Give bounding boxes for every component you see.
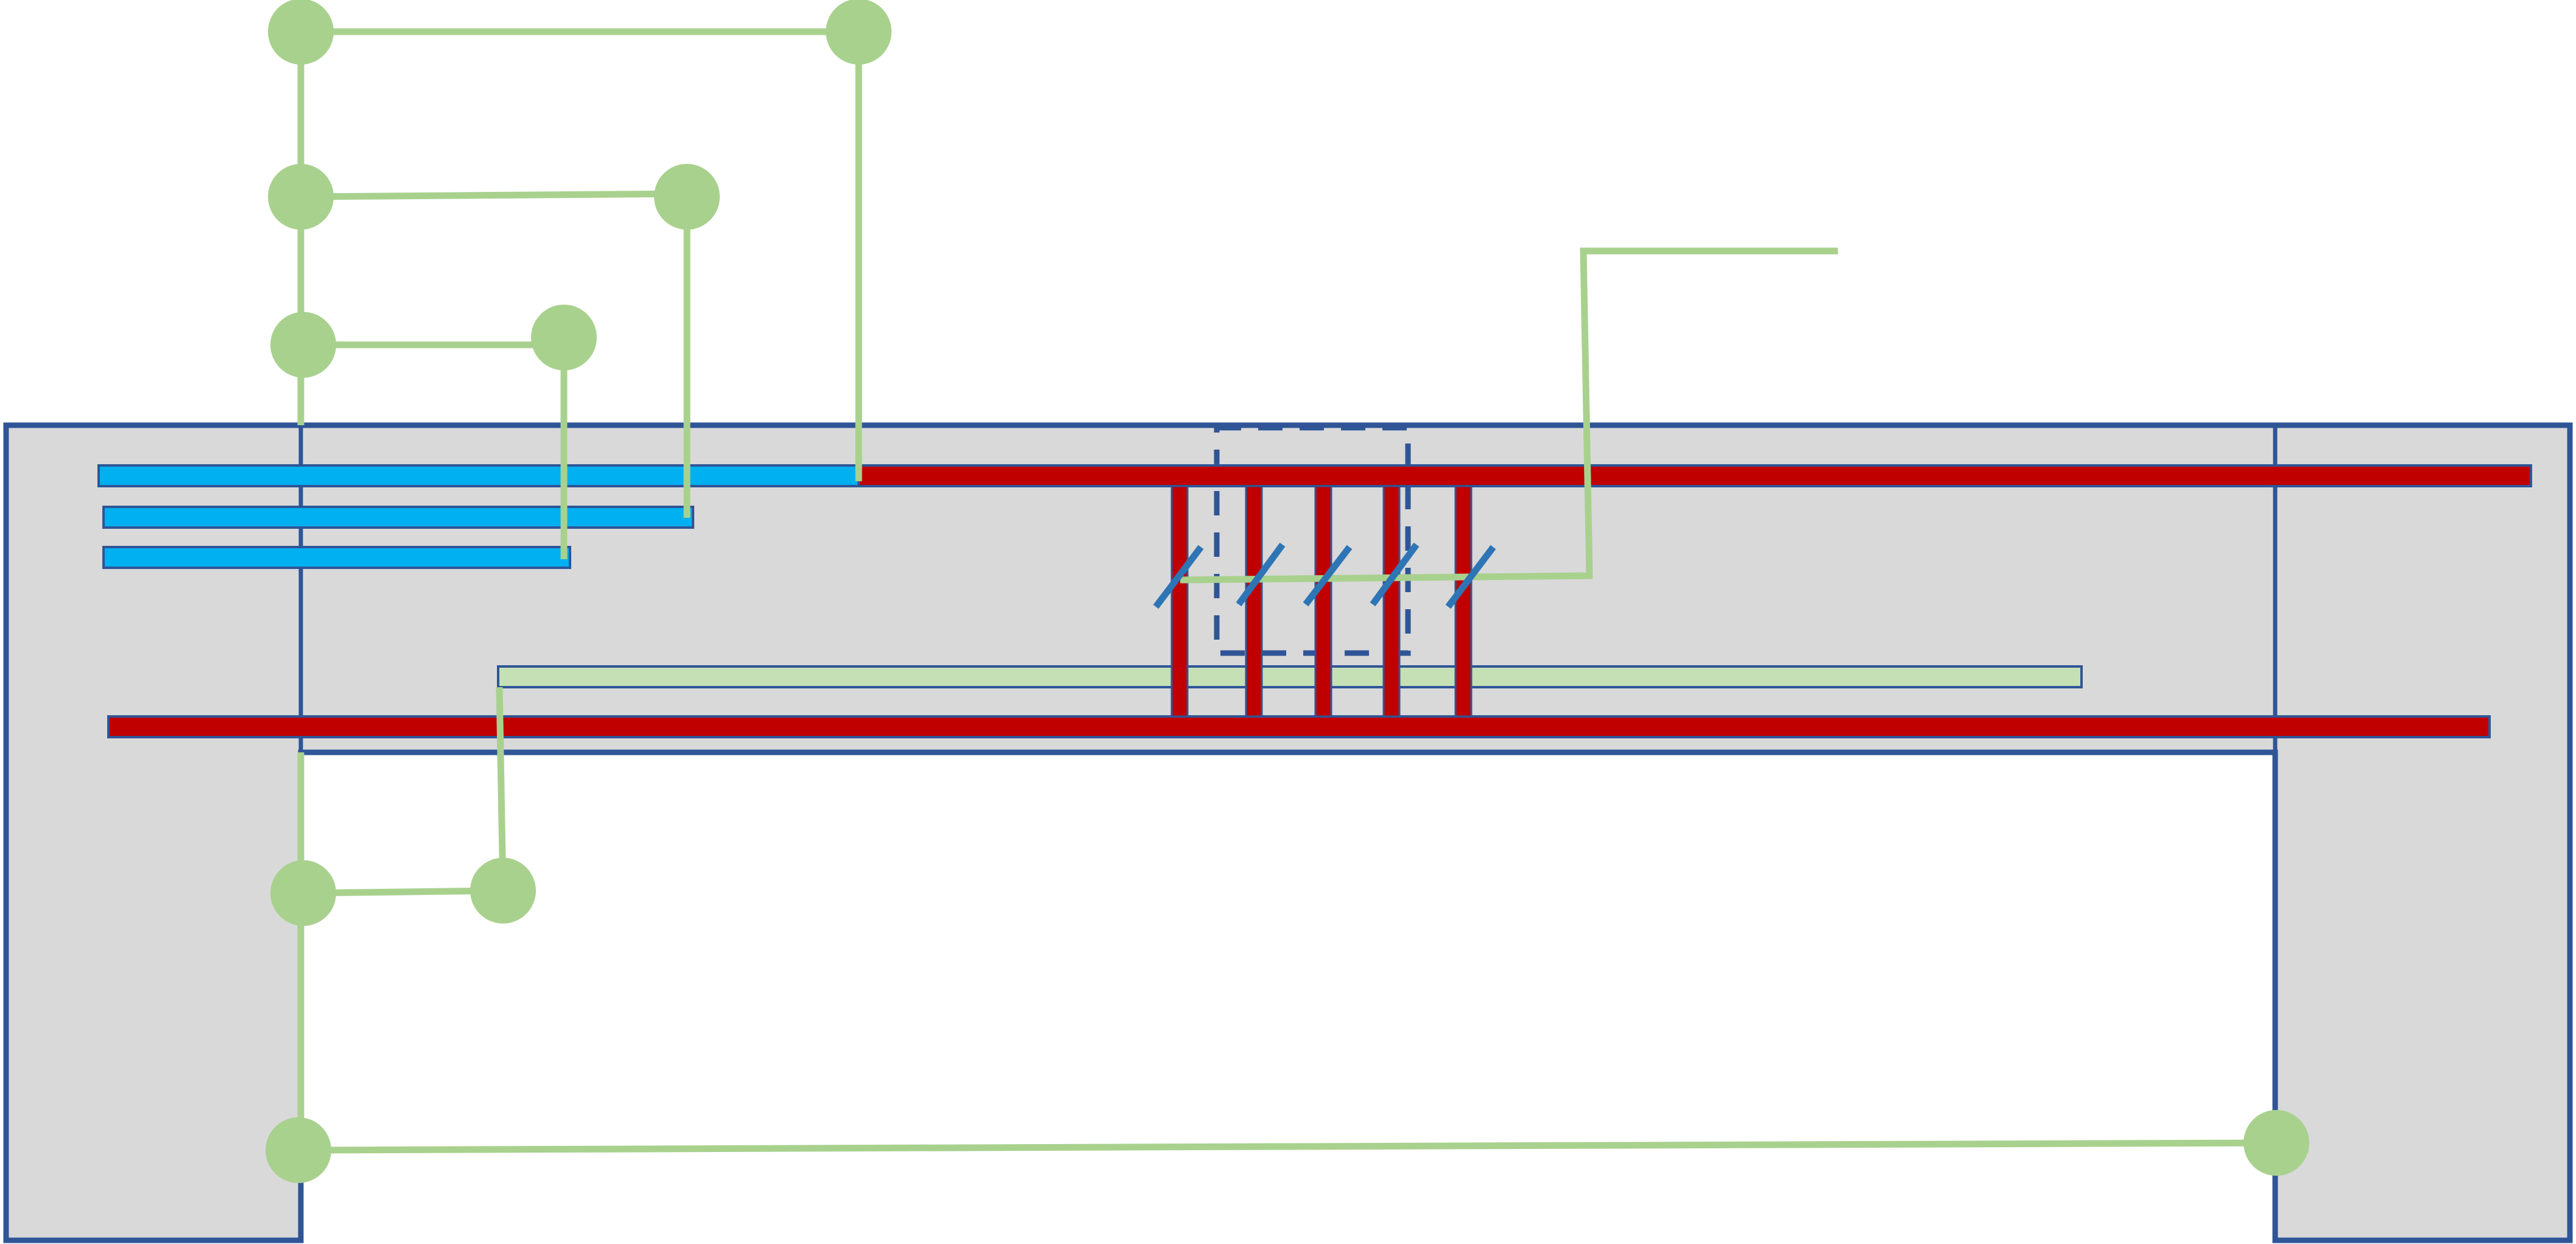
red-posts — [1170, 485, 1473, 718]
red-post — [1314, 485, 1332, 718]
green-node — [654, 164, 720, 230]
green-node — [2243, 1110, 2309, 1176]
green-node — [531, 305, 597, 370]
green-wire-1 — [301, 28, 862, 481]
green-node — [268, 164, 334, 230]
green-node — [266, 1117, 331, 1183]
cut-mark — [1370, 542, 1420, 607]
green-node — [470, 858, 536, 924]
red-post — [1245, 485, 1263, 718]
red-post — [1454, 485, 1473, 718]
green-node — [270, 312, 336, 378]
green-wire-6 — [1180, 247, 1838, 584]
light-green-bar — [497, 665, 2083, 688]
cut-mark — [1236, 542, 1286, 607]
green-nodes — [266, 0, 2309, 1183]
cut-mark — [1445, 545, 1496, 609]
lower-red-bar — [107, 715, 2491, 738]
blue-bar-2 — [102, 506, 694, 529]
green-node — [826, 0, 892, 65]
cut-marks — [1153, 542, 1496, 609]
green-node — [268, 0, 334, 65]
cut-mark — [1303, 545, 1353, 607]
red-post — [1170, 485, 1189, 718]
red-post — [1382, 485, 1401, 718]
cut-mark — [1153, 545, 1204, 609]
green-wire-5 — [300, 1139, 2277, 1154]
blue-bar-1 — [97, 464, 860, 487]
green-node — [270, 860, 336, 926]
upper-red-bar — [857, 464, 2532, 487]
blue-bar-3 — [102, 546, 571, 569]
dashed-region-outline — [1214, 425, 1411, 656]
